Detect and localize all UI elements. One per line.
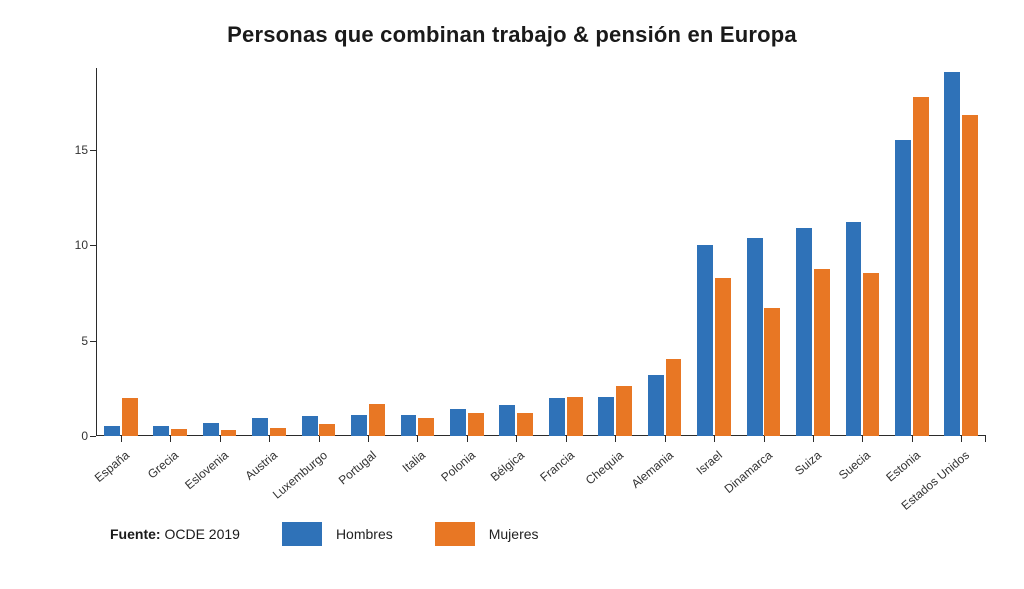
bar bbox=[913, 97, 929, 436]
bar bbox=[846, 222, 862, 436]
bar bbox=[517, 413, 533, 436]
bar bbox=[895, 140, 911, 436]
x-tick bbox=[368, 436, 369, 442]
bar bbox=[796, 228, 812, 436]
bar bbox=[747, 238, 763, 436]
x-tick-label: Austria bbox=[242, 448, 280, 483]
source-text: OCDE 2019 bbox=[164, 526, 239, 542]
bar bbox=[418, 418, 434, 436]
bar bbox=[616, 386, 632, 436]
chart-plot-area: 051015EspañaGreciaEsloveniaAustriaLuxemb… bbox=[96, 68, 986, 436]
bar bbox=[122, 398, 138, 436]
x-tick bbox=[170, 436, 171, 442]
bar bbox=[401, 415, 417, 436]
x-tick-label: Dinamarca bbox=[721, 448, 774, 496]
x-tick-label: Alemania bbox=[628, 448, 675, 491]
x-tick bbox=[862, 436, 863, 442]
bar bbox=[221, 430, 237, 436]
bar bbox=[814, 269, 830, 436]
x-tick-label: Suecia bbox=[836, 448, 873, 482]
bar bbox=[319, 424, 335, 436]
x-tick bbox=[319, 436, 320, 442]
bar bbox=[697, 245, 713, 436]
legend-label: Hombres bbox=[336, 526, 393, 542]
x-tick bbox=[269, 436, 270, 442]
bar bbox=[863, 273, 879, 436]
bar bbox=[944, 72, 960, 436]
bar bbox=[962, 115, 978, 436]
x-tick-label: Estonia bbox=[883, 448, 923, 484]
chart-legend: Fuente: OCDE 2019 Hombres Mujeres bbox=[110, 522, 539, 546]
x-tick-label: Portugal bbox=[336, 448, 379, 487]
x-tick-label: Eslovenia bbox=[182, 448, 231, 492]
bar bbox=[252, 418, 268, 436]
bar bbox=[715, 278, 731, 436]
source-prefix: Fuente: bbox=[110, 526, 161, 542]
x-tick bbox=[714, 436, 715, 442]
x-tick-label: Grecia bbox=[145, 448, 181, 481]
x-tick bbox=[912, 436, 913, 442]
y-axis-line bbox=[96, 68, 97, 436]
bar bbox=[598, 397, 614, 436]
bar bbox=[450, 409, 466, 436]
y-tick-label: 5 bbox=[81, 334, 96, 348]
x-tick-label: Suiza bbox=[792, 448, 824, 478]
bar bbox=[104, 426, 120, 436]
source-label: Fuente: OCDE 2019 bbox=[110, 526, 240, 542]
bar bbox=[567, 397, 583, 436]
x-tick bbox=[961, 436, 962, 442]
x-tick bbox=[985, 436, 986, 442]
x-tick bbox=[615, 436, 616, 442]
bar bbox=[203, 423, 219, 436]
x-tick bbox=[813, 436, 814, 442]
x-tick bbox=[467, 436, 468, 442]
x-tick bbox=[566, 436, 567, 442]
bar bbox=[270, 428, 286, 436]
x-tick-label: Israel bbox=[694, 448, 725, 478]
legend-label: Mujeres bbox=[489, 526, 539, 542]
y-tick-label: 10 bbox=[75, 238, 96, 252]
y-tick-label: 15 bbox=[75, 143, 96, 157]
x-tick-label: Italia bbox=[400, 448, 428, 475]
chart-title: Personas que combinan trabajo & pensión … bbox=[0, 22, 1024, 48]
x-tick bbox=[220, 436, 221, 442]
x-tick-label: Francia bbox=[537, 448, 577, 484]
bar bbox=[648, 375, 664, 436]
x-tick-label: Chequia bbox=[583, 448, 626, 487]
bar bbox=[351, 415, 367, 436]
y-tick-label: 0 bbox=[81, 429, 96, 443]
x-tick bbox=[121, 436, 122, 442]
x-tick-label: España bbox=[92, 448, 132, 485]
bar bbox=[302, 416, 318, 436]
bar bbox=[153, 426, 169, 436]
bar bbox=[468, 413, 484, 436]
bar bbox=[369, 404, 385, 436]
x-tick bbox=[764, 436, 765, 442]
x-tick-label: Bélgica bbox=[488, 448, 527, 484]
bar bbox=[666, 359, 682, 436]
x-tick bbox=[516, 436, 517, 442]
legend-swatch bbox=[435, 522, 475, 546]
bar bbox=[549, 398, 565, 436]
bar bbox=[171, 429, 187, 436]
bar bbox=[764, 308, 780, 436]
bar bbox=[499, 405, 515, 436]
x-tick bbox=[665, 436, 666, 442]
legend-swatch bbox=[282, 522, 322, 546]
x-tick bbox=[417, 436, 418, 442]
x-tick-label: Polonia bbox=[438, 448, 478, 484]
